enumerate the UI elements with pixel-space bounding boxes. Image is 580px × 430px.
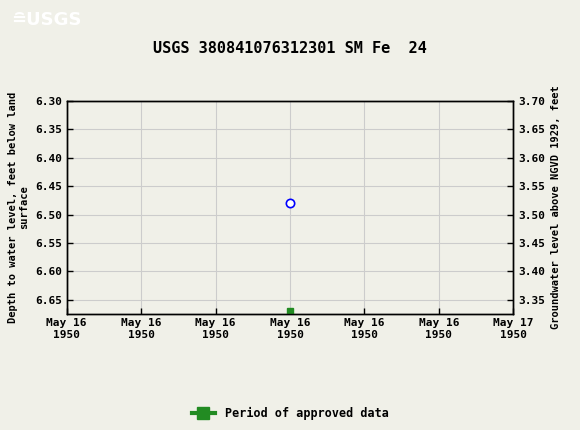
Y-axis label: Depth to water level, feet below land
surface: Depth to water level, feet below land su… (8, 92, 29, 323)
Text: USGS 380841076312301 SM Fe  24: USGS 380841076312301 SM Fe 24 (153, 41, 427, 56)
Y-axis label: Groundwater level above NGVD 1929, feet: Groundwater level above NGVD 1929, feet (551, 86, 561, 329)
Text: ≘USGS: ≘USGS (12, 11, 82, 29)
Legend: Period of approved data: Period of approved data (187, 402, 393, 425)
